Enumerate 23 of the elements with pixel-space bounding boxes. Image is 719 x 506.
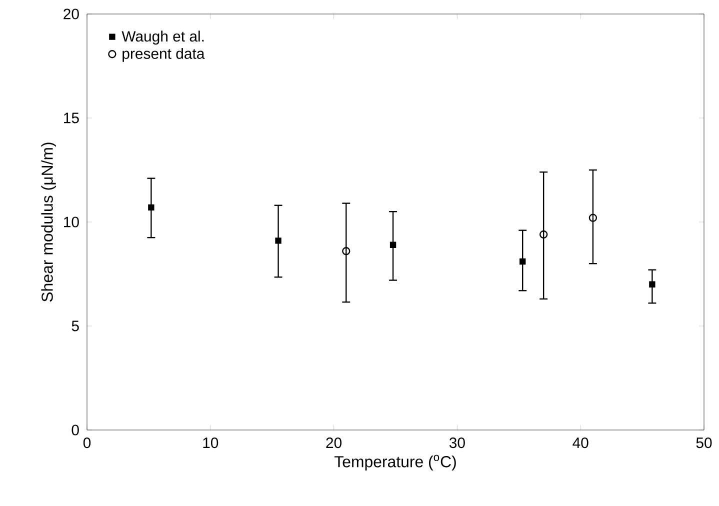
y-axis-title: Shear modulus (μN/m) xyxy=(41,142,56,302)
point xyxy=(520,258,526,265)
point xyxy=(539,230,548,239)
point xyxy=(390,242,396,248)
point xyxy=(588,214,598,222)
y-tick-label: 5 xyxy=(72,320,79,332)
y-tick-label: 0 xyxy=(72,424,79,436)
point xyxy=(275,238,282,244)
y-tick-label: 20 xyxy=(64,8,79,20)
x-tick-label: 10 xyxy=(203,438,218,448)
point xyxy=(649,281,656,288)
legend-label: present data xyxy=(122,48,205,62)
x-tick-label: 40 xyxy=(572,438,588,448)
x-tick-label: 20 xyxy=(326,438,342,448)
legend-label: Waugh et al. xyxy=(122,30,204,45)
point xyxy=(342,247,350,256)
x-tick-label: 50 xyxy=(696,438,712,448)
y-tick-label: 15 xyxy=(64,112,79,124)
x-tick-label: 0 xyxy=(83,438,91,448)
x-tick-label: 30 xyxy=(449,438,465,448)
x-axis-title: Temperature ($^{o}$C) xyxy=(334,454,456,470)
y-tick-label: 10 xyxy=(64,216,79,228)
point xyxy=(148,204,154,211)
